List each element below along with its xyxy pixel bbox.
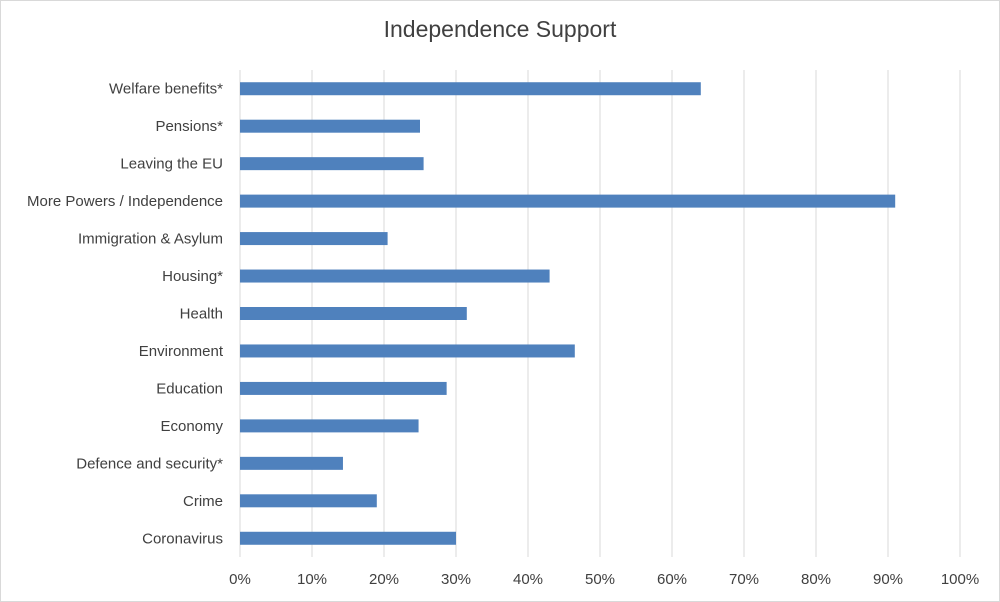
category-label: Housing* xyxy=(162,268,223,285)
x-tick-label: 70% xyxy=(729,571,759,588)
category-label: Immigration & Asylum xyxy=(78,231,223,248)
bar xyxy=(240,456,343,470)
x-tick-label: 60% xyxy=(657,571,687,588)
category-label: Crime xyxy=(183,493,223,510)
category-label: More Powers / Independence xyxy=(27,193,223,210)
bar xyxy=(240,232,388,246)
category-label: Environment xyxy=(139,343,224,360)
bar xyxy=(240,531,456,545)
bar xyxy=(240,82,701,96)
category-label: Education xyxy=(156,380,223,397)
x-tick-label: 10% xyxy=(297,571,327,588)
bar xyxy=(240,194,896,208)
category-label: Leaving the EU xyxy=(120,156,223,173)
category-label: Health xyxy=(180,306,223,323)
bar xyxy=(240,269,550,283)
x-tick-label: 50% xyxy=(585,571,615,588)
category-label: Coronavirus xyxy=(142,530,223,547)
bar xyxy=(240,119,420,133)
category-label: Defence and security* xyxy=(76,455,223,472)
x-tick-label: 0% xyxy=(229,571,251,588)
x-tick-label: 20% xyxy=(369,571,399,588)
x-tick-label: 30% xyxy=(441,571,471,588)
bar xyxy=(240,419,419,433)
x-tick-label: 80% xyxy=(801,571,831,588)
chart-title: Independence Support xyxy=(383,16,617,42)
bar xyxy=(240,494,377,508)
category-label: Welfare benefits* xyxy=(109,81,223,98)
category-label: Economy xyxy=(160,418,223,435)
bar xyxy=(240,344,575,358)
x-tick-label: 90% xyxy=(873,571,903,588)
bar xyxy=(240,381,447,395)
category-label: Pensions* xyxy=(155,118,223,135)
bar xyxy=(240,157,424,171)
x-tick-label: 40% xyxy=(513,571,543,588)
bar xyxy=(240,307,467,320)
x-tick-label: 100% xyxy=(941,571,979,588)
